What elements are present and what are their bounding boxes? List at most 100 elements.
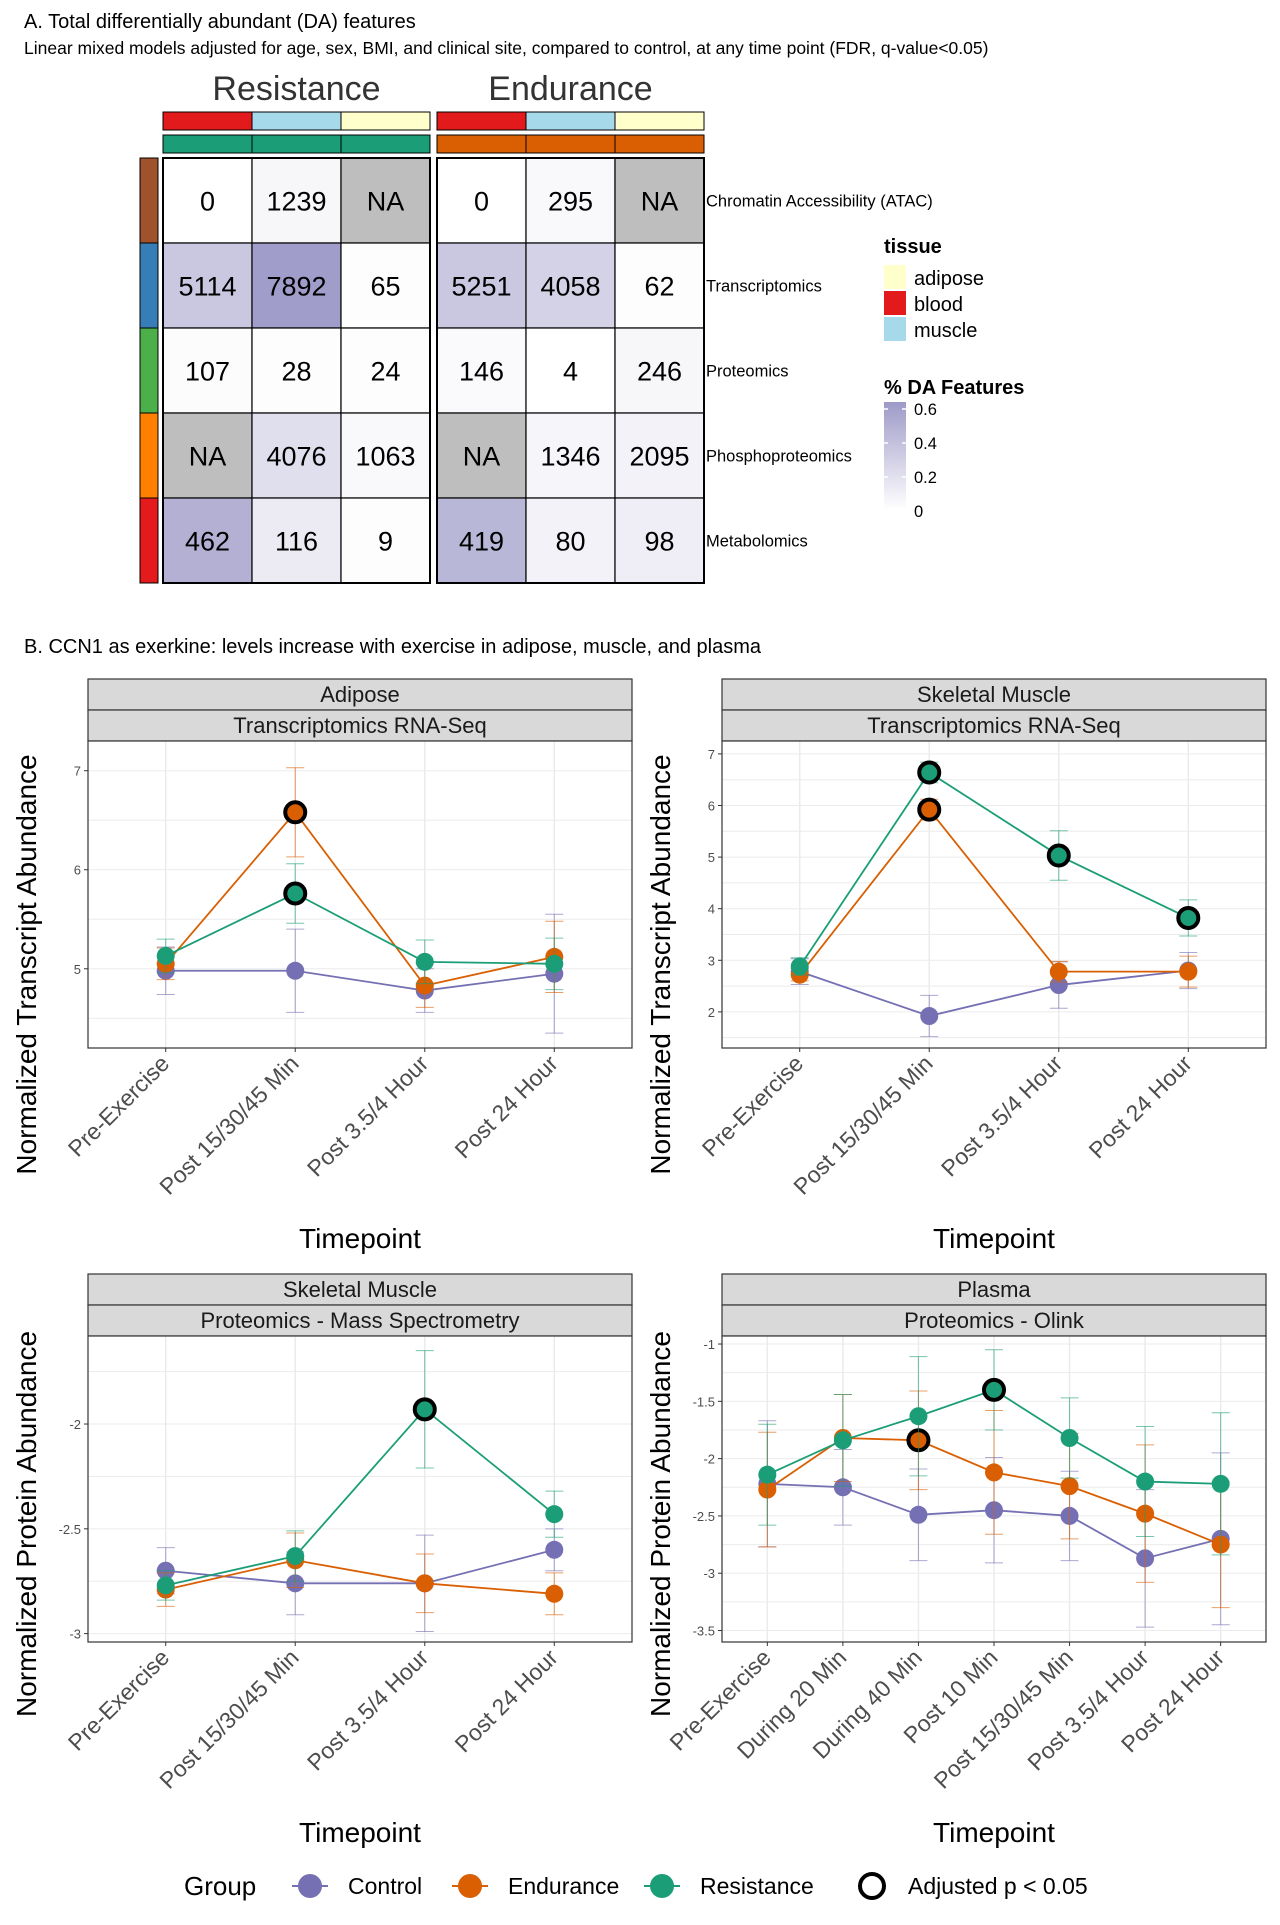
section-b-title: B. CCN1 as exerkine: levels increase wit…	[24, 636, 762, 658]
omics-annotation-metabolomics	[139, 497, 159, 584]
strip-bottom-label: Transcriptomics RNA-Seq	[233, 713, 486, 738]
strip-top	[721, 1273, 1267, 1306]
group-annotation-resistance	[251, 134, 342, 154]
x-tick-label: Post 24 Hour	[1084, 1050, 1198, 1164]
legend-key-resistance	[650, 1874, 674, 1898]
strip-top-label: Adipose	[320, 682, 400, 707]
data-point	[545, 1540, 564, 1559]
series-resistance	[156, 1350, 564, 1601]
legend-label-control: Control	[348, 1873, 422, 1899]
line-panel-4: Plasma Proteomics - Olink -1 -1.5 -2 -2.5 -3 -3…	[645, 1273, 1267, 1848]
data-point-significant	[412, 1397, 437, 1422]
strip-bottom	[721, 1304, 1267, 1337]
data-point	[415, 1574, 434, 1593]
omics-annotation-phosphoproteomics	[139, 412, 159, 499]
heatmap-cell	[525, 497, 616, 584]
heatmap-cell-value: 0	[200, 187, 215, 217]
strip-top	[87, 678, 633, 711]
heatmap-cell	[340, 242, 431, 329]
data-point	[1136, 1472, 1155, 1491]
data-point	[545, 954, 564, 973]
y-tick-label: -2.5	[59, 1522, 81, 1537]
heatmap-cell	[251, 157, 342, 244]
data-point	[415, 976, 434, 995]
heatmap-cell	[614, 157, 705, 244]
tissue-legend-swatch-blood	[884, 291, 906, 315]
heatmap-cell-value: 146	[459, 357, 504, 387]
tissue-annotation-adipose	[340, 111, 431, 131]
plot-border	[87, 740, 633, 1049]
y-tick-label: 7	[708, 747, 715, 762]
heatmap-cell-value: 5114	[178, 272, 236, 302]
data-point	[1060, 1429, 1079, 1447]
data-point	[1060, 1477, 1079, 1496]
data-point	[909, 1407, 928, 1426]
heatmap-cell	[162, 242, 253, 329]
series-endurance	[156, 767, 564, 1008]
heatmap-cell-value: 4	[563, 357, 578, 387]
y-tick-label: -3	[703, 1566, 715, 1581]
x-axis-title: Timepoint	[933, 1223, 1055, 1254]
line-panel-1: Adipose Transcriptomics RNA-Seq 5 6 7 Pre-Exe…	[11, 678, 633, 1254]
heatmap-cell-value: 1239	[266, 187, 326, 217]
heatmap-cell	[614, 412, 705, 499]
legend-label-significant: Adjusted p < 0.05	[908, 1873, 1088, 1899]
heatmap-cell-value: 1063	[355, 442, 415, 472]
strip-top-label: Plasma	[957, 1277, 1031, 1302]
data-point-significant	[917, 760, 942, 785]
data-point-significant	[283, 800, 308, 825]
pct-legend-title: % DA Features	[884, 377, 1024, 399]
strip-top-label: Skeletal Muscle	[283, 1277, 437, 1302]
data-point	[758, 1465, 777, 1484]
heatmap-cell	[525, 327, 616, 414]
omics-annotation-proteomics	[139, 327, 159, 414]
heatmap-cell	[525, 412, 616, 499]
y-tick-label: -1	[703, 1337, 715, 1352]
pct-legend-tick-label: 0	[914, 503, 923, 521]
x-tick-label: Pre-Exercise	[697, 1050, 808, 1161]
heatmap-cell-value: 419	[459, 527, 504, 557]
strip-top	[721, 678, 1267, 711]
heatmap-cell-value: 295	[548, 187, 593, 217]
legend-label-endurance: Endurance	[508, 1873, 619, 1899]
group-annotation-endurance	[525, 134, 616, 154]
heatmap-cell-value: NA	[463, 442, 501, 472]
heatmap-cell	[251, 327, 342, 414]
omics-annotation-transcriptomics	[139, 242, 159, 329]
data-point	[156, 946, 175, 965]
group-annotation-endurance	[614, 134, 705, 154]
legend-label-resistance: Resistance	[700, 1873, 814, 1899]
y-tick-label: 7	[74, 764, 81, 779]
tissue-legend-label-adipose: adipose	[914, 268, 984, 290]
heatmap-cell-value: 28	[281, 357, 311, 387]
x-tick-label: Post 15/30/45 Min	[788, 1050, 937, 1199]
data-point	[1211, 1474, 1230, 1493]
heatmap-panel: Resistance 0 1239 NA 5114 7892 65 107 28 24 NA 4076…	[139, 70, 1024, 584]
plot-background	[88, 741, 632, 1048]
series-endurance	[790, 797, 1198, 988]
tissue-legend-swatch-muscle	[884, 317, 906, 341]
y-axis-title: Normalized Transcript Abundance	[645, 754, 676, 1174]
x-tick-label: Pre-Exercise	[63, 1050, 174, 1161]
strip-bottom-label: Transcriptomics RNA-Seq	[867, 713, 1120, 738]
data-point	[790, 957, 809, 976]
plot-background	[88, 1336, 632, 1642]
data-point	[1179, 962, 1198, 981]
tissue-legend-swatch-adipose	[884, 265, 906, 289]
heatmap-cell-value: 4058	[540, 272, 600, 302]
pct-legend-tick-label: 0.4	[914, 435, 937, 453]
group-annotation-resistance	[340, 134, 431, 154]
heatmap-cell	[251, 242, 342, 329]
heatmap-group-label-resistance: Resistance	[212, 70, 380, 108]
heatmap-row-label: Metabolomics	[706, 533, 808, 551]
section-a-subtitle: Linear mixed models adjusted for age, se…	[24, 38, 988, 58]
data-point	[920, 1007, 939, 1026]
heatmap-block-border	[436, 157, 705, 584]
heatmap-cell-value: 5251	[451, 272, 511, 302]
data-point-significant	[1046, 843, 1071, 868]
data-point-significant	[917, 797, 942, 822]
heatmap-row-label: Proteomics	[706, 363, 789, 381]
pct-legend-tick-label: 0.2	[914, 469, 937, 487]
